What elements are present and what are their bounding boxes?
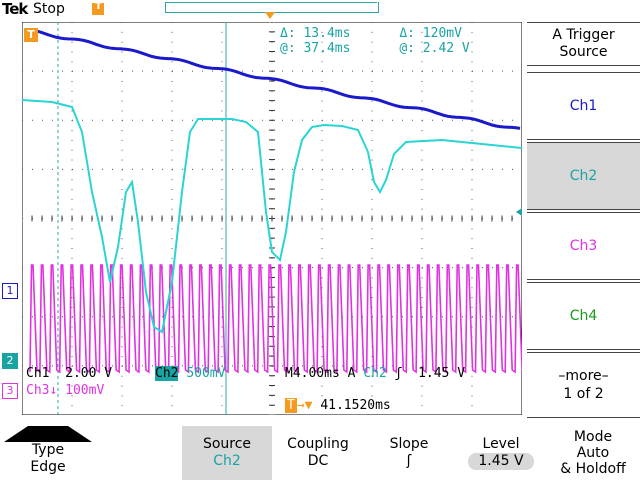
- record-view-bar: [165, 2, 377, 3]
- ch2-scale-readout: Ch2 500mV: [155, 366, 226, 381]
- slope-button[interactable]: Slope ʃ: [364, 426, 454, 480]
- ch1-waveform: [35, 29, 521, 130]
- side-menu-ch2[interactable]: Ch2: [527, 142, 640, 210]
- cursor-readout: Δ: 13.4ms Δ: 120mV @: 37.4ms @: 2.42 V: [280, 26, 470, 56]
- side-menu-ch3[interactable]: Ch3: [527, 212, 640, 280]
- ch3-ground-marker[interactable]: 3: [2, 383, 18, 399]
- menu-tab-icon: [4, 426, 92, 442]
- ch1-ground-marker[interactable]: 1: [2, 283, 18, 299]
- rising-slope-icon: ʃ: [406, 453, 412, 469]
- trigger-level-icon: [516, 208, 522, 216]
- trigger-time-icon: T: [285, 398, 297, 413]
- record-position-icon: [265, 12, 275, 19]
- level-button[interactable]: Level 1.45 V: [456, 426, 546, 480]
- at-volt: 2.42 V: [422, 41, 470, 56]
- trigger-time-readout: T →▼ 41.1520ms: [285, 398, 391, 413]
- ch2-ground-marker[interactable]: 2: [2, 353, 18, 369]
- brand-logo: Tek: [2, 0, 28, 18]
- acquisition-status: Stop: [33, 1, 65, 17]
- delta-volt: 120mV: [422, 26, 462, 41]
- timebase-readout: M4.00ms A Ch2 ʃ 1.45 V: [285, 366, 466, 381]
- waveform-display[interactable]: [22, 22, 522, 415]
- ch3-scale-readout: Ch3↓ 100mV: [26, 383, 105, 398]
- source-button[interactable]: Source Ch2: [182, 426, 272, 480]
- mode-button[interactable]: Mode Auto & Holdoff: [560, 429, 626, 477]
- delta-time: 13.4ms: [303, 26, 351, 41]
- at-time: 37.4ms: [303, 41, 351, 56]
- side-menu-title: A Trigger Source: [527, 22, 640, 66]
- type-button[interactable]: Type Edge: [4, 426, 92, 480]
- rising-edge-icon: ʃ: [394, 366, 403, 381]
- ch2-waveform: [22, 99, 522, 334]
- side-menu-ch4[interactable]: Ch4: [527, 282, 640, 350]
- side-menu: A Trigger Source Ch1 Ch2 Ch3 Ch4 –more– …: [527, 22, 640, 420]
- side-menu-ch1[interactable]: Ch1: [527, 72, 640, 140]
- trigger-position-icon: T: [92, 1, 104, 15]
- delta-time-label: Δ:: [280, 26, 296, 41]
- ch1-scale-readout: Ch1 2.00 V: [26, 366, 113, 381]
- coupling-button[interactable]: Coupling DC: [287, 436, 349, 469]
- ch3-waveform: [29, 264, 522, 374]
- delta-volt-label: Δ:: [399, 26, 415, 41]
- status-bar: Tek Stop T: [0, 0, 640, 22]
- side-menu-more[interactable]: –more– 1 of 2: [527, 352, 640, 418]
- bottom-menu: Type Edge Source Ch2 Coupling DC Slope ʃ…: [0, 420, 640, 480]
- ch3-pulse-train: [29, 264, 522, 374]
- trigger-point-icon: T: [24, 28, 38, 42]
- at-volt-label: @:: [399, 41, 415, 56]
- at-time-label: @:: [280, 41, 296, 56]
